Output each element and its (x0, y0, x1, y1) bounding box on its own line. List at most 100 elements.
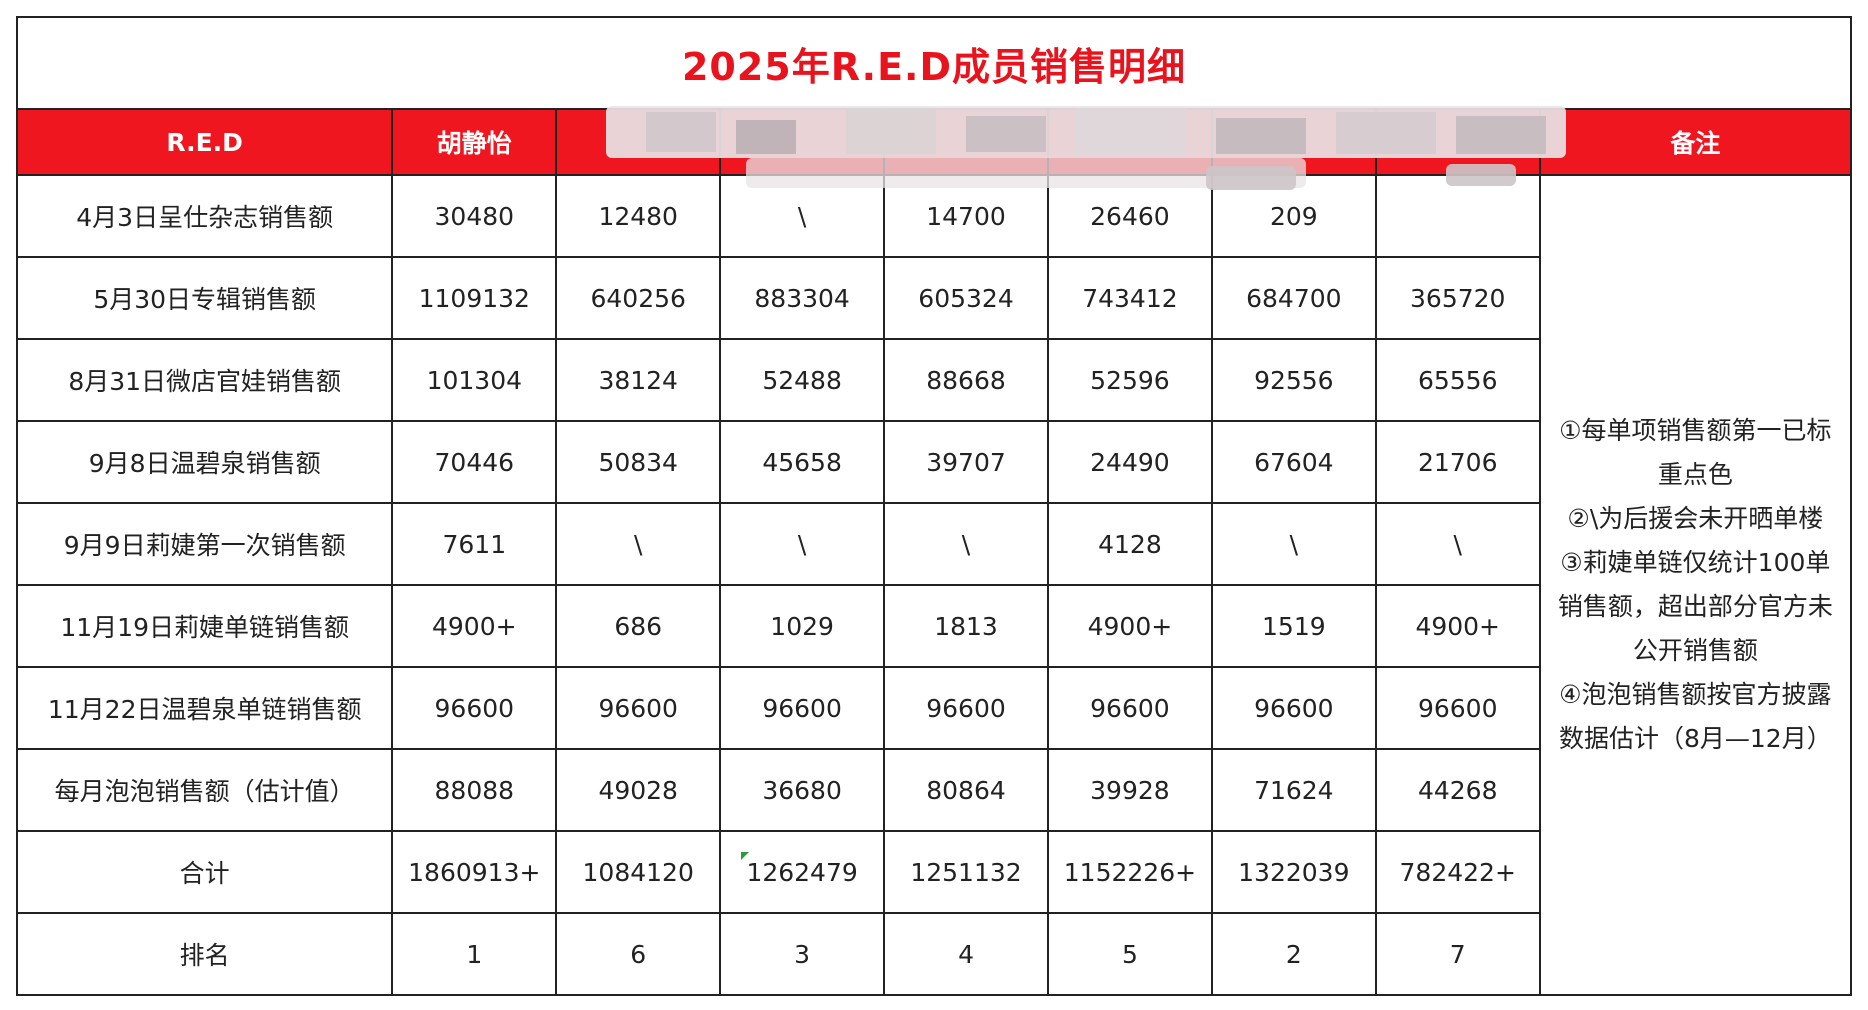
row-label: 合计 (15, 830, 394, 914)
title-row: 2025年R.E.D成员销售明细 (16, 16, 1852, 108)
value-cell: 3 (719, 912, 886, 996)
value-cell: \ (1374, 502, 1541, 586)
value-cell: 38124 (555, 338, 722, 422)
sales-sheet: 2025年R.E.D成员销售明细 R.E.D 胡静怡 备注 (15, 16, 1853, 996)
value-cell: 96600 (1374, 666, 1541, 750)
value-cell: 1813 (883, 584, 1049, 668)
value-cell: 96600 (555, 666, 722, 750)
value-cell: 96600 (391, 666, 558, 750)
value-cell: 45658 (719, 420, 886, 504)
note-line: ③莉婕单链仅统计100单 (1560, 548, 1831, 577)
value-cell: 1322039 (1210, 830, 1377, 914)
sheet-title: 2025年R.E.D成员销售明细 (681, 44, 1187, 89)
value-cell: 21706 (1374, 420, 1541, 504)
value-cell: 5 (1046, 912, 1213, 996)
value-cell: 36680 (719, 748, 886, 832)
value-cell: 88088 (391, 748, 558, 832)
note-line: 重点色 (1657, 460, 1733, 489)
value-cell: 684700 (1210, 256, 1377, 340)
header-cell (1210, 108, 1377, 176)
row-label: 5月30日专辑销售额 (15, 256, 394, 340)
value-cell: 49028 (555, 748, 722, 832)
table-row: 9月9日莉婕第一次销售额 7611 \ \ \ 4128 \ \ (15, 502, 1851, 586)
value-cell: 96600 (1210, 666, 1377, 750)
note-line: 销售额，超出部分官方未 (1557, 592, 1833, 621)
header-cell (1374, 108, 1541, 176)
value-cell: 1 (391, 912, 558, 996)
value-cell: 605324 (883, 256, 1049, 340)
row-label: 排名 (15, 912, 394, 996)
value-cell: 743412 (1046, 256, 1213, 340)
value-cell: \ (1210, 502, 1377, 586)
table-row: 排名 1 6 3 4 5 2 7 (15, 912, 1851, 996)
value-cell: 92556 (1210, 338, 1377, 422)
value-cell: 883304 (719, 256, 886, 340)
header-cell (555, 108, 722, 176)
header-cell (883, 108, 1049, 176)
value-cell: 71624 (1210, 748, 1377, 832)
value-cell: 6 (555, 912, 722, 996)
value-cell: 1860913+ (391, 830, 558, 914)
value-cell: 1519 (1210, 584, 1377, 668)
note-line: ②\为后援会未开晒单楼 (1567, 504, 1824, 533)
value-cell: 14700 (883, 174, 1049, 258)
value-cell: 70446 (391, 420, 558, 504)
value-cell: \ (719, 502, 886, 586)
value-cell: 365720 (1374, 256, 1541, 340)
value-cell: 26460 (1046, 174, 1213, 258)
value-cell: 39707 (883, 420, 1049, 504)
header-cell (1046, 108, 1213, 176)
header-cell: 备注 (1538, 108, 1853, 176)
value-cell: 4 (883, 912, 1049, 996)
value-cell: 1109132 (391, 256, 558, 340)
row-label: 每月泡泡销售额（估计值） (15, 748, 394, 832)
value-cell: 2 (1210, 912, 1377, 996)
value-cell: \ (883, 502, 1049, 586)
table-row: 9月8日温碧泉销售额 70446 50834 45658 39707 24490 67604… (15, 420, 1851, 504)
value-cell: 24490 (1046, 420, 1213, 504)
cell-marker (741, 852, 749, 860)
value-cell: 88668 (883, 338, 1049, 422)
row-label: 8月31日微店官娃销售额 (15, 338, 394, 422)
header-cell (719, 108, 886, 176)
value-cell: \ (719, 174, 886, 258)
note-line: 数据估计（8月—12月） (1558, 724, 1832, 753)
value-cell: 80864 (883, 748, 1049, 832)
value-cell: 686 (555, 584, 722, 668)
row-label: 9月8日温碧泉销售额 (15, 420, 394, 504)
value-cell: 640256 (555, 256, 722, 340)
value-cell: 50834 (555, 420, 722, 504)
value-cell: 4900+ (391, 584, 558, 668)
value-cell: 7611 (391, 502, 558, 586)
value-cell: 209 (1210, 174, 1377, 258)
note-line: ④泡泡销售额按官方披露 (1559, 680, 1832, 709)
value-cell: 65556 (1374, 338, 1541, 422)
row-label: 11月19日莉婕单链销售额 (15, 584, 394, 668)
row-label: 11月22日温碧泉单链销售额 (15, 666, 394, 750)
value-cell: 67604 (1210, 420, 1377, 504)
value-cell: 782422+ (1374, 830, 1541, 914)
value-cell: 4128 (1046, 502, 1213, 586)
note-line: 公开销售额 (1632, 636, 1758, 665)
value-cell: 52596 (1046, 338, 1213, 422)
value-cell: 4900+ (1374, 584, 1541, 668)
table-row: 每月泡泡销售额（估计值） 88088 49028 36680 80864 39928 716… (15, 748, 1851, 832)
value-cell: 44268 (1374, 748, 1541, 832)
value-cell: 1029 (719, 584, 886, 668)
row-label: 4月3日呈仕杂志销售额 (15, 174, 394, 258)
table-row: 8月31日微店官娃销售额 101304 38124 52488 88668 52596 92… (15, 338, 1851, 422)
value-cell: 12480 (555, 174, 722, 258)
value-cell: 96600 (719, 666, 886, 750)
row-label: 9月9日莉婕第一次销售额 (15, 502, 394, 586)
value-cell: 4900+ (1046, 584, 1213, 668)
sales-table: R.E.D 胡静怡 备注 4月3日呈仕杂志销售额 30480 12480 \ 14700… (15, 108, 1853, 996)
value-cell: 39928 (1046, 748, 1213, 832)
value-cell: 30480 (391, 174, 558, 258)
value-cell: 1084120 (555, 830, 722, 914)
value-cell: 52488 (719, 338, 886, 422)
value-cell (1374, 174, 1541, 258)
table-row: 11月19日莉婕单链销售额 4900+ 686 1029 1813 4900+ 1519 49… (15, 584, 1851, 668)
notes-cell: ①每单项销售额第一已标 重点色 ②\为后援会未开晒单楼 ③莉婕单链仅统计100单 销售额… (1538, 174, 1853, 996)
table-row: 4月3日呈仕杂志销售额 30480 12480 \ 14700 26460 209 ①每单项销… (15, 174, 1853, 996)
table-row: 11月22日温碧泉单链销售额 96600 96600 96600 96600 96600 9… (15, 666, 1851, 750)
